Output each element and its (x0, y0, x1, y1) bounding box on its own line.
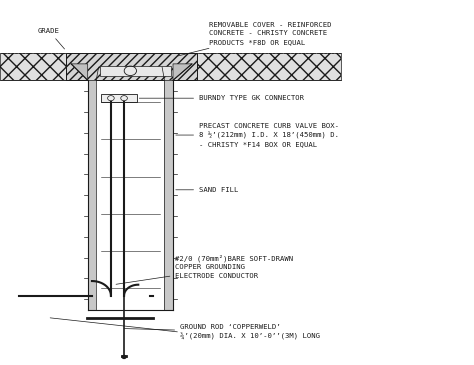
Text: PRECAST CONCRETE CURB VALVE BOX-
8 ½’(212mm) I.D. X 18’(450mm) D.
- CHRISTY *F14: PRECAST CONCRETE CURB VALVE BOX- 8 ½’(21… (176, 123, 339, 147)
Text: SAND FILL: SAND FILL (176, 187, 238, 193)
Bar (197, 53, 341, 80)
Bar (88, 80, 96, 310)
Bar (101, 94, 137, 102)
Text: GROUND ROD ‘COPPERWELD’
¾’(20mm) DIA. X 10’-0’’(3M) LONG: GROUND ROD ‘COPPERWELD’ ¾’(20mm) DIA. X … (125, 324, 320, 340)
Bar (66, 53, 197, 80)
Polygon shape (173, 64, 192, 80)
Text: #2/0 (70mm²)BARE SOFT-DRAWN
COPPER GROUNDING
ELECTRODE CONDUCTOR: #2/0 (70mm²)BARE SOFT-DRAWN COPPER GROUN… (116, 254, 293, 284)
Bar (197, 53, 341, 80)
Circle shape (122, 356, 126, 358)
Bar (66, 53, 197, 80)
Bar (0, 53, 66, 80)
Text: BURNDY TYPE GK CONNECTOR: BURNDY TYPE GK CONNECTOR (139, 95, 304, 101)
Text: GRADE: GRADE (38, 28, 64, 49)
Bar (100, 66, 171, 76)
Bar (164, 80, 173, 310)
Polygon shape (71, 64, 88, 80)
Text: REMOVABLE COVER - REINFORCED
CONCRETE - CHRISTY CONCRETE
PRODUCTS *F8D OR EQUAL: REMOVABLE COVER - REINFORCED CONCRETE - … (178, 22, 331, 56)
Bar (0, 53, 66, 80)
